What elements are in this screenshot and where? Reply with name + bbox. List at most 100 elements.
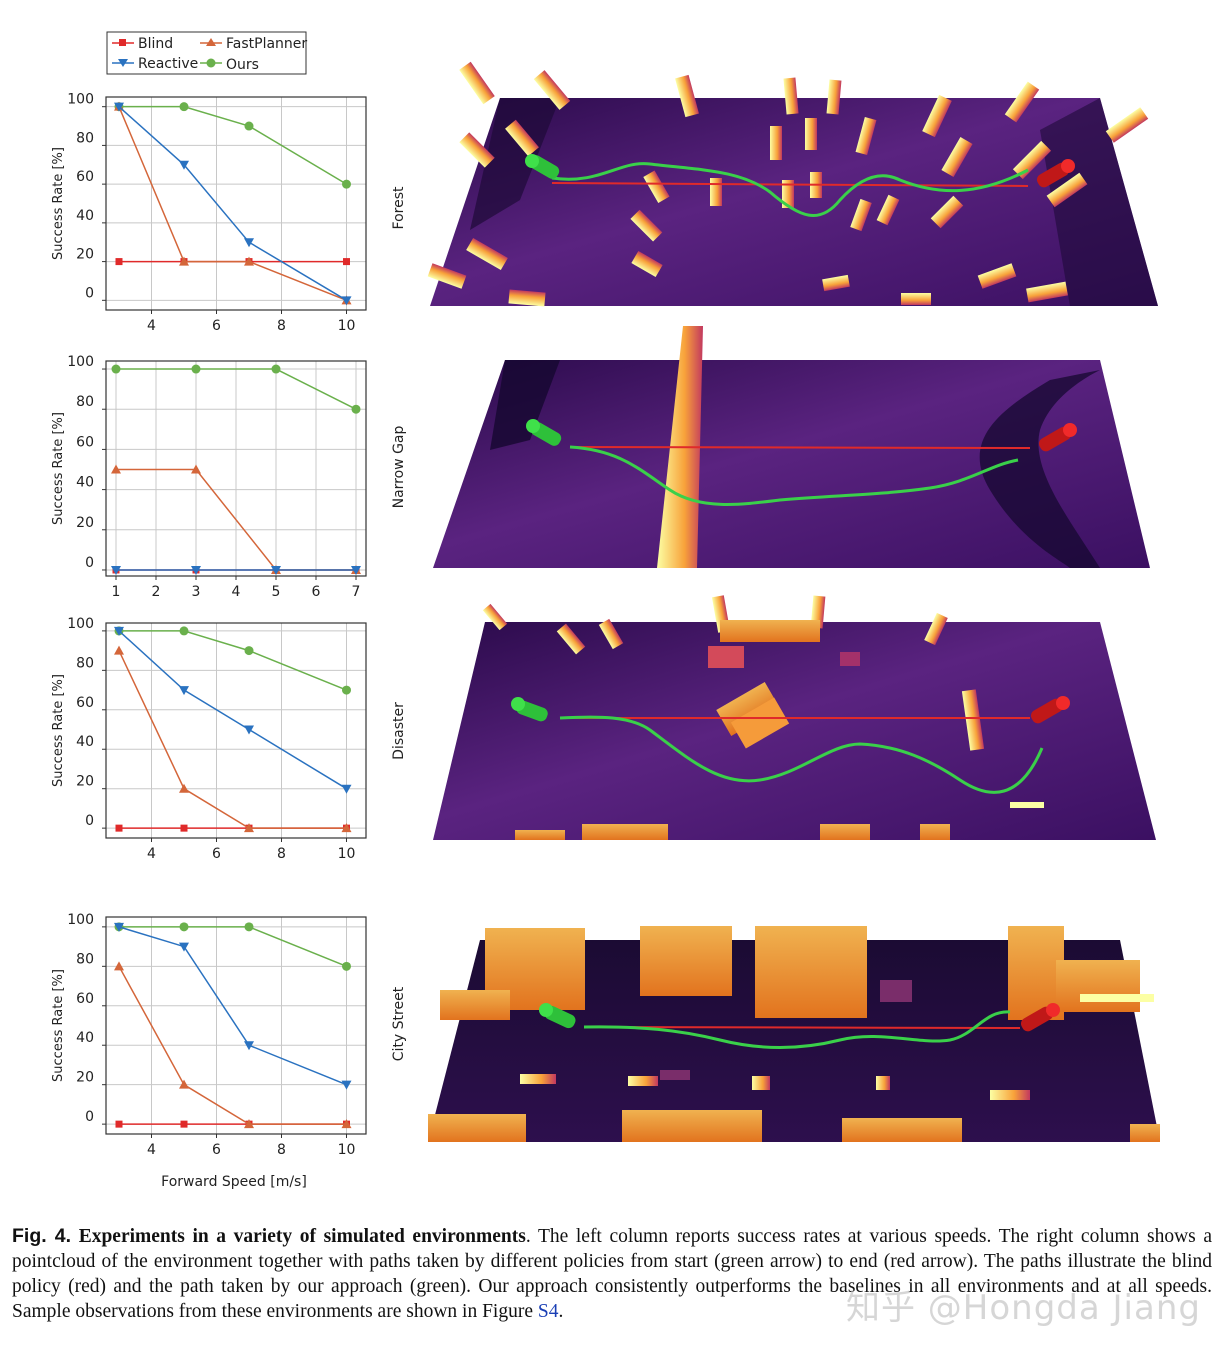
series-line-ours [119,926,347,968]
x-tick-label: 1 [112,584,121,600]
forest-ours-path [551,162,1029,217]
caption-figure-link[interactable]: S4 [537,1301,559,1322]
city-street-pointcloud-render [428,926,1160,1142]
x-tick-label: 4 [147,846,156,862]
y-tick-label: 100 [67,92,94,108]
series-line-fastplanner [118,106,347,302]
data-point-ours [111,364,121,374]
data-point-ours [179,922,189,932]
y-tick-label: 60 [76,169,94,185]
legend-label-fastplanner: FastPlanner [226,36,307,52]
y-tick-label: 20 [76,515,94,531]
data-point-reactive [191,565,201,575]
disaster-ours-path [559,715,1044,794]
x-tick-label: 6 [312,584,321,600]
data-point-ours [342,961,351,971]
data-point-reactive [114,922,124,932]
end-arrow-icon [1030,696,1070,724]
x-tick-label: 4 [147,1142,156,1158]
y-tick-label: 60 [76,695,94,711]
data-point-reactive [114,102,124,112]
data-point-fastplanner [111,464,121,474]
y-tick-label: 20 [76,774,94,790]
y-axis-label: Success Rate [%] [51,674,66,787]
plot-frame [105,622,367,839]
y-tick-label: 100 [67,354,94,370]
legend-entry-fastplanner: FastPlanner [200,36,307,52]
data-point-reactive [351,565,361,575]
env-label-disaster: Disaster [391,702,407,760]
data-point-fastplanner [179,256,189,266]
data-point-fastplanner [179,783,189,793]
data-point-reactive [341,296,352,306]
plot-frame [105,96,367,311]
legend-entry-ours: Ours [200,57,259,73]
data-point-blind [115,824,123,832]
x-tick-label: 8 [277,846,286,862]
series-line-reactive [118,926,347,1086]
env-label-narrow-gap: Narrow Gap [391,425,407,508]
data-point-reactive [244,1041,254,1051]
x-tick-label: 4 [147,318,156,334]
data-point-ours [271,364,281,374]
y-axis-label: Success Rate [%] [51,969,66,1082]
city-buildings [428,926,1160,1142]
data-point-reactive [244,238,254,248]
data-point-fastplanner [191,464,201,474]
y-tick-label: 60 [76,991,94,1007]
env-label-forest: Forest [391,186,407,229]
data-point-ours [244,646,254,656]
x-tick-label: 6 [212,1142,221,1158]
data-point-blind [180,1120,188,1128]
y-tick-label: 40 [76,1030,94,1046]
x-tick-label: 10 [338,318,356,334]
data-point-reactive [341,1080,352,1090]
data-point-ours [342,685,351,695]
y-tick-label: 80 [76,394,94,410]
y-tick-label: 40 [76,208,94,224]
y-tick-label: 80 [76,130,94,146]
y-axis-label: Success Rate [%] [51,147,66,260]
x-tick-label: 6 [212,318,221,334]
series-line-ours [119,630,347,691]
y-tick-label: 40 [76,475,94,491]
caption-title: Experiments in a variety of simulated en… [78,1226,526,1247]
debris [716,682,790,749]
y-tick-label: 0 [85,1109,94,1125]
data-point-ours [191,364,201,374]
data-point-fastplanner [114,645,124,655]
end-arrow-icon [1036,159,1075,188]
series-line-fastplanner [118,650,347,829]
x-tick-label: 8 [277,1142,286,1158]
legend: Blind FastPlanner Reactive Ours [106,31,307,75]
legend-label-ours: Ours [226,57,259,73]
narrow-gap-blind-path [569,446,1031,449]
x-axis-label: Forward Speed [m/s] [161,1174,307,1190]
x-tick-label: 5 [272,584,281,600]
x-tick-label: 3 [192,584,201,600]
data-point-fastplanner [244,1119,254,1129]
x-tick-label: 4 [232,584,241,600]
y-tick-label: 0 [85,285,94,301]
city-street-blind-path [583,1026,1021,1029]
figure-caption: Fig. 4. Experiments in a variety of simu… [12,1224,1212,1324]
data-point-fastplanner [244,256,254,266]
data-point-blind [343,258,350,266]
plot-frame [105,916,367,1135]
caption-fig-number: Fig. 4. [12,1225,72,1247]
plot-frame [105,360,367,577]
data-point-fastplanner [114,961,124,971]
data-point-ours [179,626,189,636]
data-point-ours [244,121,254,131]
y-tick-label: 80 [76,951,94,967]
legend-label-blind: Blind [138,36,173,52]
x-tick-label: 10 [338,1142,356,1158]
y-tick-label: 80 [76,655,94,671]
data-point-reactive [341,784,352,794]
series-line-ours [116,368,357,410]
data-point-blind [180,824,188,832]
data-point-reactive [179,160,189,170]
